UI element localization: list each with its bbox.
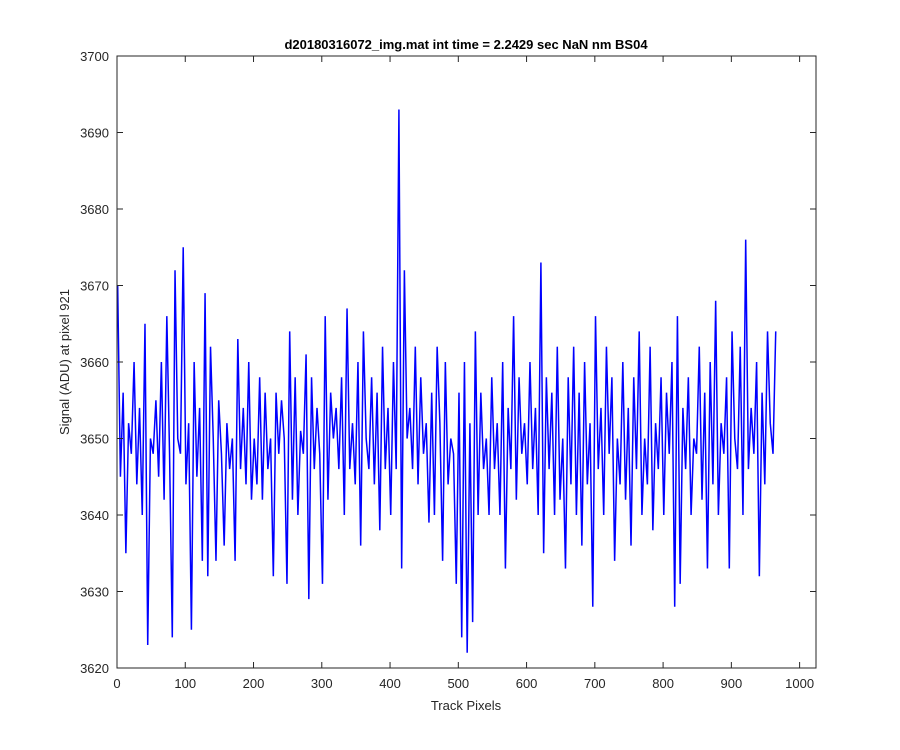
x-tick-label: 400: [379, 676, 401, 691]
x-ticks: 0 100 200 300 400 500 600 700 800 900 1000: [113, 56, 814, 691]
x-tick-label: 500: [447, 676, 469, 691]
y-tick-label: 3630: [80, 585, 109, 600]
y-tick-label: 3690: [80, 126, 109, 141]
x-axis-label: Track Pixels: [431, 698, 502, 713]
x-tick-label: 0: [113, 676, 120, 691]
y-ticks: 3620 3630 3640 3650 3660 3670 3680 3690 3700: [80, 49, 816, 676]
y-tick-label: 3670: [80, 279, 109, 294]
x-tick-label: 1000: [785, 676, 814, 691]
x-tick-label: 300: [311, 676, 333, 691]
y-axis-label: Signal (ADU) at pixel 921: [57, 289, 72, 435]
y-tick-label: 3700: [80, 49, 109, 64]
y-tick-label: 3680: [80, 202, 109, 217]
y-tick-label: 3640: [80, 508, 109, 523]
x-tick-label: 700: [584, 676, 606, 691]
x-tick-label: 100: [174, 676, 196, 691]
y-tick-label: 3650: [80, 432, 109, 447]
x-tick-label: 600: [516, 676, 538, 691]
x-tick-label: 800: [652, 676, 674, 691]
series-layer: [116, 109, 777, 653]
chart-title: d20180316072_img.mat int time = 2.2429 s…: [284, 37, 648, 52]
series-line-1: [116, 109, 777, 653]
y-tick-label: 3660: [80, 355, 109, 370]
y-tick-label: 3620: [80, 661, 109, 676]
x-tick-label: 200: [243, 676, 265, 691]
x-tick-label: 900: [721, 676, 743, 691]
